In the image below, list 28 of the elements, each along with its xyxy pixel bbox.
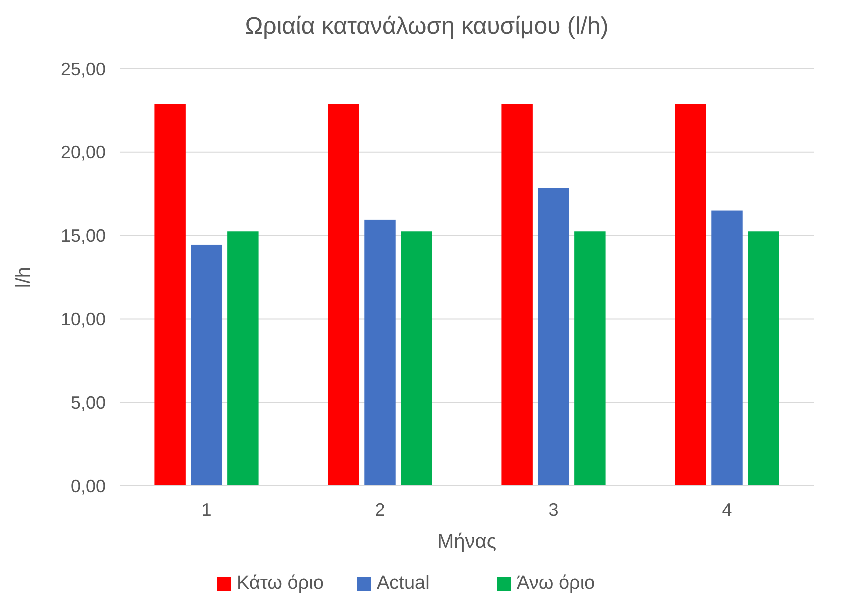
y-tick-label: 20,00 xyxy=(60,142,106,163)
y-tick-label: 5,00 xyxy=(70,392,106,413)
legend-label: Κάτω όριο xyxy=(237,573,324,594)
bar xyxy=(502,104,533,486)
chart-title: Ωριαία κατανάλωση καυσίμου (l/h) xyxy=(245,13,609,40)
bar xyxy=(401,232,432,486)
bar xyxy=(538,188,570,486)
bar xyxy=(574,232,606,486)
x-tick-label: 2 xyxy=(375,500,386,520)
legend-label: Άνω όριο xyxy=(517,573,596,594)
bar xyxy=(364,220,396,486)
x-tick-label: 3 xyxy=(548,500,559,520)
legend-label: Actual xyxy=(377,573,430,594)
x-tick-label: 1 xyxy=(202,500,212,520)
bar xyxy=(228,232,259,486)
x-tick-label: 4 xyxy=(722,500,732,520)
bar xyxy=(675,104,706,486)
bar xyxy=(191,244,222,486)
y-tick-label: 15,00 xyxy=(60,226,106,246)
y-axis-title: l/h xyxy=(13,266,35,288)
y-tick-label: 0,00 xyxy=(70,476,106,496)
y-tick-label: 10,00 xyxy=(60,310,106,330)
bar xyxy=(712,210,743,486)
bar xyxy=(154,104,186,486)
bar xyxy=(748,232,780,486)
y-tick-label: 25,00 xyxy=(60,59,106,80)
bar xyxy=(328,104,360,486)
x-axis-title: Μήνας xyxy=(438,531,497,553)
